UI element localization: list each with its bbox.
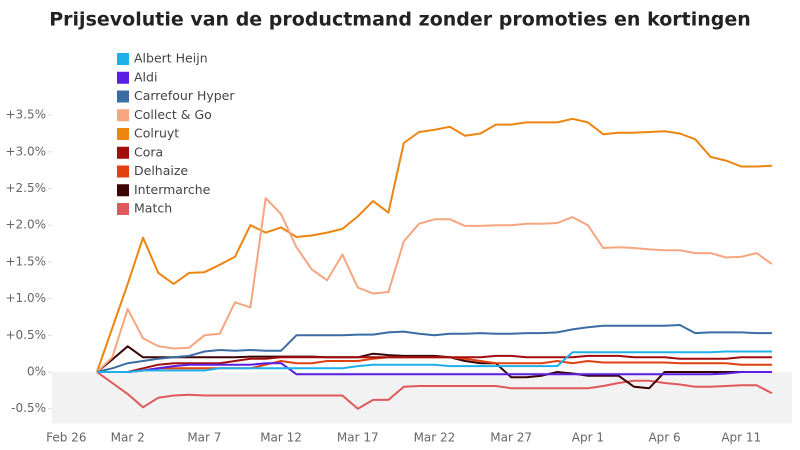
legend-swatch [117, 90, 129, 103]
x-tick-label: Mar 12 [260, 431, 302, 445]
legend-label: Match [134, 201, 172, 216]
series-line [97, 354, 772, 373]
legend-label: Collect & Go [134, 107, 212, 122]
y-tick-label: +3.5% [5, 108, 46, 122]
legend-label: Colruyt [134, 126, 179, 141]
x-tick-label: Mar 17 [337, 431, 379, 445]
legend-label: Cora [134, 144, 163, 159]
negative-band [52, 372, 792, 424]
x-tick-label: Mar 7 [187, 431, 221, 445]
legend-swatch [117, 71, 129, 84]
legend-label: Aldi [134, 69, 157, 84]
legend-label: Carrefour Hyper [134, 88, 235, 103]
x-tick-label: Mar 2 [111, 431, 145, 445]
y-tick-label: +1.0% [5, 291, 46, 305]
series-line [96, 117, 772, 373]
legend-swatch [117, 203, 129, 215]
legend-label: Intermarche [134, 182, 211, 197]
x-tick-label: Apr 11 [721, 431, 761, 445]
y-tick-label: +3.0% [5, 144, 46, 158]
legend-swatch [117, 146, 129, 159]
series-line [96, 324, 772, 373]
legend-swatch [117, 165, 129, 178]
series-line [97, 362, 772, 376]
x-tick-label: Apr 1 [572, 431, 604, 445]
series-line [97, 350, 772, 373]
legend-label: Delhaize [134, 163, 188, 178]
series-line [96, 345, 772, 390]
series-line [96, 197, 773, 373]
y-tick-label: +2.0% [5, 218, 46, 232]
x-tick-label: Mar 27 [490, 431, 532, 445]
legend-swatch [117, 128, 129, 140]
y-tick-label: -0.5% [11, 401, 46, 415]
series-line [96, 371, 773, 410]
y-tick-label: +0.5% [5, 328, 46, 342]
y-tick-label: +1.5% [5, 254, 46, 268]
y-tick-label: +2.5% [5, 181, 46, 195]
legend-swatch [117, 109, 129, 122]
chart-title: Prijsevolutie van de productmand zonder … [49, 9, 751, 31]
x-tick-label: Feb 26 [46, 431, 86, 445]
legend-background [110, 49, 240, 219]
y-tick-label: 0% [27, 365, 46, 379]
x-tick-label: Mar 22 [414, 431, 456, 445]
legend-swatch [117, 53, 129, 65]
legend-swatch [117, 184, 129, 197]
legend-label: Albert Heijn [134, 51, 208, 66]
x-tick-label: Apr 6 [648, 431, 680, 445]
